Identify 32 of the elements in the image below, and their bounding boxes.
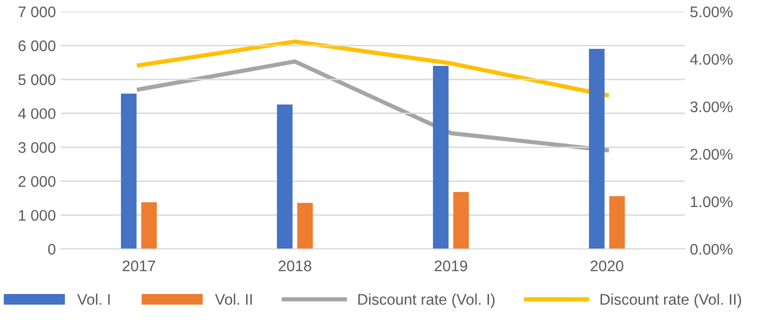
bar xyxy=(141,202,157,249)
legend-label: Vol. I xyxy=(77,294,110,305)
y-tick-label: 0 xyxy=(48,244,56,255)
legend-label: Discount rate (Vol. I) xyxy=(358,294,495,308)
bar xyxy=(588,48,605,249)
y2-tick-label: 5.00% xyxy=(690,6,733,18)
legend-label: Discount rate (Vol. II) xyxy=(600,294,742,308)
legend-label: Vol. II xyxy=(215,294,252,305)
bar xyxy=(297,202,313,249)
bar xyxy=(276,104,293,249)
y-tick-label: 2 000 xyxy=(18,176,56,187)
y2-tick-label: 0.00% xyxy=(690,244,733,255)
y2-tick-label: 3.00% xyxy=(690,101,733,112)
y2-tick-label: 1.00% xyxy=(690,196,733,208)
y-tick-label: 3 000 xyxy=(18,142,56,153)
bar xyxy=(120,94,137,249)
y-tick-label: 4 000 xyxy=(18,108,56,120)
bar xyxy=(453,192,469,249)
y-tick-label: 5 000 xyxy=(18,74,56,86)
line-series xyxy=(136,59,609,152)
x-tick-label: 2017 xyxy=(122,260,156,272)
y-tick-label: 1 000 xyxy=(18,210,56,221)
line-series xyxy=(136,39,609,98)
y2-tick-label: 4.00% xyxy=(690,54,733,65)
bar xyxy=(432,66,449,249)
bar xyxy=(609,196,625,249)
x-tick-label: 2018 xyxy=(278,260,312,272)
y-tick-label: 6 000 xyxy=(18,40,56,52)
y2-tick-label: 2.00% xyxy=(690,148,733,160)
x-tick-label: 2019 xyxy=(434,260,468,272)
y-tick-label: 7 000 xyxy=(18,6,56,18)
x-tick-label: 2020 xyxy=(590,260,624,272)
